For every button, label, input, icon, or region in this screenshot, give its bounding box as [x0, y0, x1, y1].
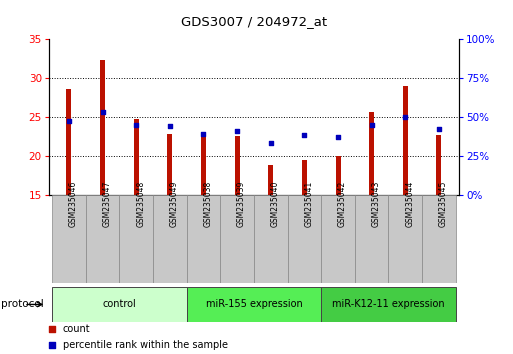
Text: GSM235044: GSM235044	[405, 180, 415, 227]
Text: GSM235048: GSM235048	[136, 181, 145, 227]
Bar	[86, 195, 120, 283]
Point	[132, 122, 140, 127]
Text: GSM235049: GSM235049	[170, 180, 179, 227]
Text: GSM235041: GSM235041	[304, 181, 313, 227]
Text: miR-155 expression: miR-155 expression	[206, 299, 302, 309]
Point	[300, 132, 308, 138]
Text: GSM235046: GSM235046	[69, 180, 78, 227]
Point	[200, 131, 208, 137]
Bar	[187, 195, 220, 283]
Bar	[167, 134, 172, 195]
Text: miR-K12-11 expression: miR-K12-11 expression	[332, 299, 445, 309]
Point	[267, 140, 275, 145]
Bar	[422, 195, 456, 283]
Bar	[336, 156, 341, 195]
Point	[48, 326, 56, 332]
Bar	[52, 195, 86, 283]
Text: GSM235047: GSM235047	[103, 180, 111, 227]
Point	[166, 123, 174, 129]
Bar	[201, 136, 206, 195]
Text: protocol: protocol	[1, 299, 44, 309]
Bar	[268, 165, 273, 195]
Bar	[355, 195, 388, 283]
Point	[65, 118, 73, 124]
Bar	[187, 287, 321, 322]
Point	[368, 122, 376, 127]
Text: GDS3007 / 204972_at: GDS3007 / 204972_at	[181, 15, 327, 28]
Point	[334, 134, 342, 140]
Bar	[66, 89, 71, 195]
Text: GSM235042: GSM235042	[338, 181, 347, 227]
Bar	[120, 195, 153, 283]
Text: count: count	[63, 324, 90, 334]
Bar	[403, 86, 408, 195]
Text: percentile rank within the sample: percentile rank within the sample	[63, 340, 228, 350]
Bar	[234, 136, 240, 195]
Bar	[288, 195, 321, 283]
Bar	[369, 112, 374, 195]
Bar	[134, 119, 139, 195]
Bar	[321, 287, 456, 322]
Bar	[52, 287, 187, 322]
Text: GSM235043: GSM235043	[372, 180, 381, 227]
Point	[233, 128, 241, 134]
Text: GSM235045: GSM235045	[439, 180, 448, 227]
Text: GSM235038: GSM235038	[204, 181, 212, 227]
Text: GSM235040: GSM235040	[271, 180, 280, 227]
Bar	[100, 60, 105, 195]
Text: GSM235039: GSM235039	[237, 180, 246, 227]
Point	[98, 109, 107, 115]
Text: control: control	[103, 299, 136, 309]
Bar	[153, 195, 187, 283]
Bar	[321, 195, 355, 283]
Bar	[302, 160, 307, 195]
Bar	[220, 195, 254, 283]
Bar	[254, 195, 288, 283]
Point	[435, 126, 443, 131]
Bar	[388, 195, 422, 283]
Point	[401, 114, 409, 120]
Point	[48, 342, 56, 348]
Bar	[437, 135, 442, 195]
